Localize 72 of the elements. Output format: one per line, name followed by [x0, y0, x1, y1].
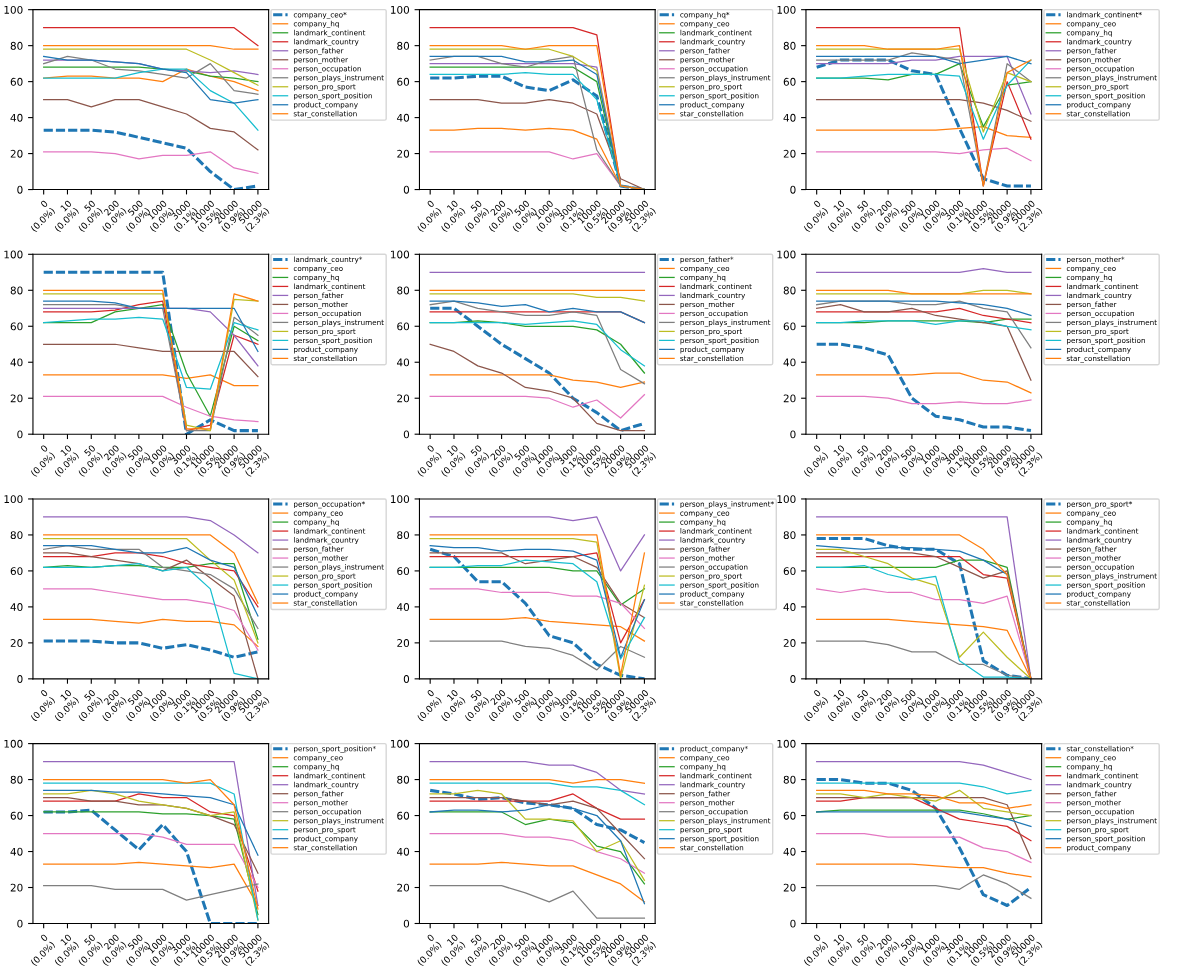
y-tick-label: 80 — [10, 775, 23, 784]
y-tick-label: 20 — [397, 149, 410, 158]
y-tick-label: 80 — [10, 531, 23, 540]
y-tick-label: 40 — [10, 847, 23, 856]
y-tick-label: 20 — [397, 394, 410, 403]
y-tick-label: 0 — [17, 185, 23, 194]
y-tick-label: 40 — [783, 358, 796, 367]
y-tick-label: 40 — [10, 358, 23, 367]
y-tick-label: 20 — [10, 149, 23, 158]
y-tick-label: 20 — [397, 639, 410, 647]
y-tick-label: 0 — [790, 185, 796, 194]
y-tick-label: 100 — [391, 5, 410, 14]
y-tick-label: 0 — [790, 919, 796, 928]
y-tick-label: 100 — [4, 495, 23, 504]
y-tick-label: 20 — [10, 639, 23, 647]
y-tick-label: 20 — [783, 639, 796, 647]
y-tick-label: 0 — [403, 185, 410, 194]
y-tick-label: 60 — [10, 322, 23, 331]
y-tick-label: 40 — [10, 603, 23, 611]
y-tick-label: 60 — [397, 567, 410, 576]
y-tick-label: 0 — [790, 430, 796, 439]
y-tick-label: 20 — [783, 149, 796, 158]
y-tick-label: 0 — [17, 430, 23, 439]
y-tick-label: 40 — [10, 113, 23, 122]
y-tick-label: 80 — [783, 286, 796, 295]
y-tick-label: 60 — [397, 322, 410, 331]
y-tick-label: 80 — [397, 531, 410, 540]
y-tick-label: 20 — [783, 883, 796, 892]
y-tick-label: 60 — [397, 811, 410, 820]
y-tick-label: 40 — [783, 603, 796, 611]
y-tick-label: 80 — [783, 41, 796, 50]
y-tick-label: 80 — [10, 286, 23, 295]
y-tick-label: 20 — [10, 883, 23, 892]
y-tick-label: 80 — [783, 775, 796, 784]
y-tick-label: 100 — [777, 495, 796, 504]
y-tick-label: 40 — [396, 358, 410, 367]
y-tick-label: 60 — [10, 567, 23, 576]
y-tick-label: 0 — [17, 675, 23, 683]
y-tick-label: 100 — [391, 739, 410, 748]
y-tick-label: 80 — [397, 286, 410, 295]
y-tick-label: 60 — [783, 77, 796, 86]
y-tick-label: 100 — [391, 250, 410, 259]
y-tick-label: 100 — [4, 250, 23, 259]
y-tick-label: 60 — [783, 811, 796, 820]
y-tick-label: 60 — [10, 811, 23, 820]
y-tick-label: 100 — [4, 5, 23, 14]
y-tick-label: 60 — [10, 77, 23, 86]
y-tick-label: 60 — [783, 322, 796, 331]
y-tick-label: 100 — [777, 250, 796, 259]
y-tick-label: 40 — [783, 847, 796, 856]
y-tick-label: 0 — [403, 675, 410, 683]
y-tick-label: 0 — [403, 919, 410, 928]
y-tick-label: 100 — [777, 5, 796, 14]
y-tick-label: 100 — [391, 495, 410, 504]
y-tick-label: 80 — [10, 41, 23, 50]
y-tick-label: 40 — [396, 603, 410, 611]
y-tick-label: 20 — [397, 883, 410, 892]
y-tick-label: 20 — [10, 394, 23, 403]
y-tick-label: 80 — [783, 531, 796, 540]
y-tick-label: 80 — [397, 41, 410, 50]
y-tick-label: 80 — [397, 775, 410, 784]
y-tick-label: 40 — [396, 113, 410, 122]
y-tick-label: 40 — [396, 847, 410, 856]
y-tick-label: 20 — [783, 394, 796, 403]
y-tick-label: 0 — [790, 675, 796, 683]
y-tick-label: 100 — [4, 739, 23, 748]
y-tick-label: 60 — [783, 567, 796, 576]
y-tick-label: 100 — [777, 739, 796, 748]
y-tick-label: 40 — [783, 113, 796, 122]
y-tick-label: 60 — [397, 77, 410, 86]
y-tick-label: 0 — [403, 430, 410, 439]
y-tick-label: 0 — [17, 919, 23, 928]
